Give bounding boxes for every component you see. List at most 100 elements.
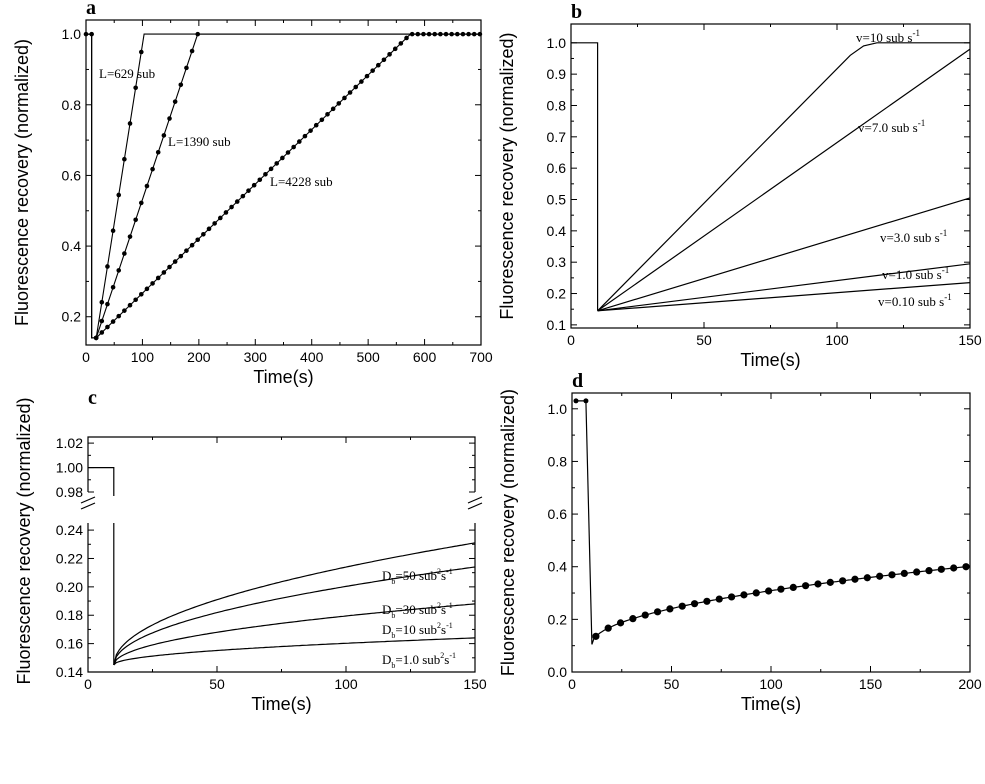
y-tick-label: 0.2 (62, 309, 82, 325)
data-point (876, 572, 884, 580)
data-point (308, 128, 313, 133)
data-point (319, 117, 325, 123)
series-annotation: L=4228 sub (270, 174, 333, 189)
data-point (246, 188, 251, 193)
data-point (172, 99, 178, 104)
data-point (133, 217, 138, 223)
data-point (184, 65, 189, 71)
data-point (851, 575, 859, 583)
data-point (139, 49, 144, 55)
y-tick-label: 0.2 (548, 611, 568, 627)
x-tick-label: 200 (958, 676, 982, 692)
data-point (900, 569, 908, 578)
data-point (839, 577, 847, 585)
data-point (99, 318, 105, 324)
x-tick-label: 0 (82, 349, 90, 365)
data-point (110, 228, 116, 234)
data-point (727, 593, 736, 601)
y-tick-label: 1.02 (56, 435, 83, 451)
x-tick-label: 150 (958, 332, 982, 348)
panel-b: 0 50 100 150 0.1 0.2 0.3 0.4 0.5 0.6 0.7 0.8 0.9 1.0 T… (497, 1, 982, 370)
data-point (937, 565, 945, 573)
y-axis-label: Fluorescence recovery (normalized) (12, 39, 32, 326)
data-point (616, 619, 625, 627)
y-tick-label: 0.22 (56, 550, 83, 566)
data-point (122, 251, 127, 256)
data-point (105, 324, 110, 330)
x-axis-label: Time(s) (251, 694, 311, 714)
data-point (387, 52, 392, 57)
series-line-0 (113, 542, 476, 666)
data-point (370, 68, 375, 73)
data-point (313, 122, 319, 128)
y-axis-label: Fluorescence recovery (normalized) (14, 397, 34, 684)
y-tick-label: 0.0 (548, 664, 568, 680)
x-tick-label: 200 (187, 349, 211, 365)
y-tick-label: 0.1 (547, 317, 567, 333)
panel-c-frame-upper (87, 436, 476, 492)
data-point (122, 156, 127, 162)
data-point (471, 31, 477, 37)
data-point (392, 46, 398, 52)
y-tick-label: 0.7 (547, 129, 567, 145)
data-point (443, 31, 449, 37)
data-point (752, 589, 760, 597)
data-point (888, 571, 896, 579)
data-point (913, 568, 921, 576)
data-point (826, 578, 834, 586)
series-annotation: Db=10 sub2s-1 (382, 621, 453, 640)
y-tick-label: 0.2 (547, 286, 567, 302)
data-point (962, 563, 970, 571)
data-point (347, 90, 353, 95)
y-axis-label: Fluorescence recovery (normalized) (497, 32, 517, 319)
x-tick-label: 100 (334, 676, 358, 692)
y-tick-label: 0.4 (547, 223, 567, 239)
data-point (404, 35, 409, 41)
data-point (206, 226, 212, 232)
x-tick-label: 150 (859, 676, 883, 692)
data-point (285, 150, 291, 155)
y-tick-label: 1.00 (56, 460, 83, 476)
data-point (777, 585, 785, 593)
prebleach-line (571, 42, 599, 311)
data-point (398, 41, 404, 46)
data-point (342, 95, 347, 101)
y-tick-label: 0.5 (547, 192, 567, 208)
axis-break-mark (467, 496, 483, 504)
data-point (641, 611, 649, 619)
series-line-3 (597, 263, 971, 312)
data-point (144, 286, 150, 292)
series-annotation: v=1.0 sub s-1 (882, 265, 949, 282)
data-point (122, 308, 127, 313)
data-point (172, 259, 178, 264)
y-tick-label: 0.8 (548, 453, 568, 469)
data-point (466, 31, 471, 37)
data-point (133, 297, 138, 303)
data-point (110, 319, 116, 324)
data-point (297, 139, 302, 144)
x-axis-label: Time(s) (740, 350, 800, 370)
data-point (251, 182, 257, 188)
data-point (381, 57, 387, 63)
data-point (178, 82, 184, 88)
data-point (184, 248, 189, 253)
data-point (280, 155, 285, 161)
x-axis-label: Time(s) (741, 694, 801, 714)
data-point (477, 31, 483, 37)
y-tick-label: 1.0 (547, 35, 567, 51)
y-tick-label: 0.4 (62, 238, 82, 254)
y-tick-label: 0.16 (56, 636, 83, 652)
data-point (765, 587, 773, 595)
data-point (201, 232, 206, 237)
data-point (274, 161, 280, 166)
data-point (325, 112, 330, 117)
series-line-2 (597, 197, 971, 312)
panel-a: 0 100 200 300 400 500 600 700 0.2 0.4 0.6 0.8 1.0 Tim… (12, 0, 493, 387)
data-point (189, 48, 195, 54)
series-line-1 (113, 566, 476, 666)
y-tick-label: 1.0 (62, 26, 82, 42)
data-point (364, 73, 370, 79)
axis-break-mark (467, 502, 483, 510)
series-annotation: v=0.10 sub s-1 (878, 292, 952, 309)
